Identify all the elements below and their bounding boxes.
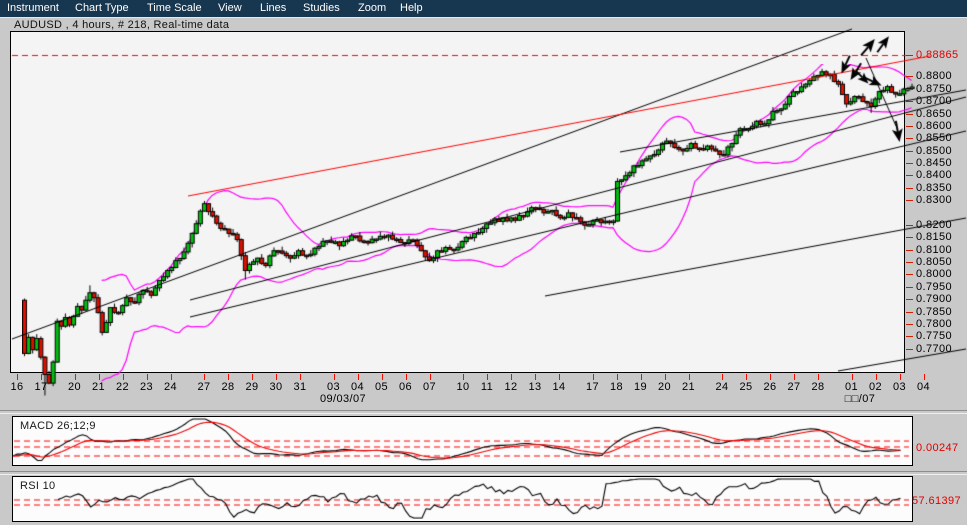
trendline-overlay-canvas[interactable] — [0, 0, 967, 525]
application-window: InstrumentChart TypeTime ScaleViewLinesS… — [0, 0, 967, 525]
